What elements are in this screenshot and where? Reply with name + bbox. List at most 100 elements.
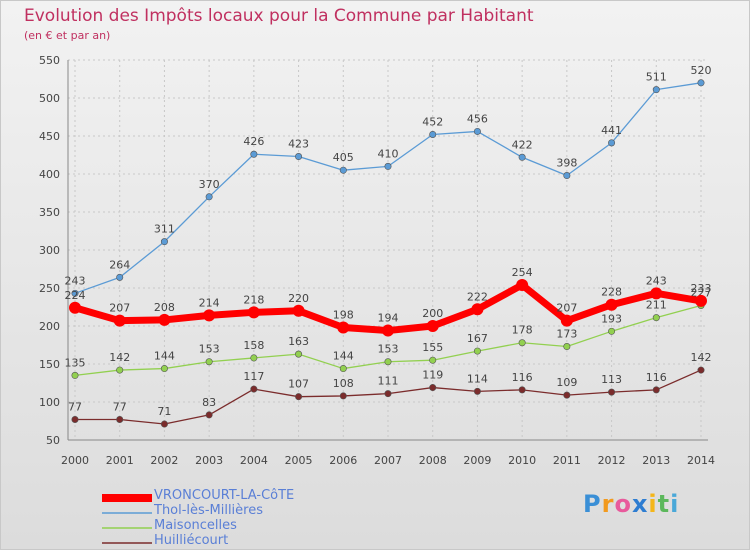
series-0-point-8 bbox=[426, 320, 439, 332]
y-tick-label-9: 500 bbox=[39, 92, 60, 105]
series-2-point-3 bbox=[205, 358, 213, 366]
series-1-data-label-9: 456 bbox=[467, 112, 488, 125]
x-tick-label-7: 2007 bbox=[374, 454, 402, 467]
x-tick-label-0: 2000 bbox=[61, 454, 89, 467]
series-2-data-label-12: 193 bbox=[601, 312, 622, 325]
series-0-data-label-9: 222 bbox=[467, 290, 488, 303]
legend-swatch-0 bbox=[102, 494, 152, 502]
series-0-data-label-11: 207 bbox=[556, 302, 577, 315]
series-3-data-label-9: 114 bbox=[467, 372, 488, 385]
series-0-data-label-8: 200 bbox=[422, 307, 443, 320]
legend-label-2: Maisoncelles bbox=[154, 518, 237, 533]
series-1-point-9 bbox=[473, 127, 481, 135]
series-1-point-0 bbox=[71, 289, 79, 297]
x-tick-label-12: 2012 bbox=[598, 454, 626, 467]
series-3-point-8 bbox=[429, 384, 437, 392]
series-3-point-1 bbox=[116, 415, 124, 423]
series-2-point-5 bbox=[295, 350, 303, 358]
series-3-data-label-1: 77 bbox=[113, 400, 127, 413]
series-1-data-label-14: 520 bbox=[691, 64, 712, 77]
series-1-point-8 bbox=[429, 130, 437, 138]
series-2-data-label-6: 144 bbox=[333, 350, 354, 363]
series-2-data-label-11: 173 bbox=[556, 328, 577, 341]
legend-item-2: Maisoncelles bbox=[102, 518, 402, 533]
y-tick-label-7: 400 bbox=[39, 168, 60, 181]
x-tick-label-1: 2001 bbox=[106, 454, 134, 467]
series-0-data-label-3: 214 bbox=[199, 296, 220, 309]
series-1-point-11 bbox=[563, 172, 571, 180]
series-2-point-1 bbox=[116, 366, 124, 374]
legend-label-0: VRONCOURT-LA-CôTE bbox=[154, 488, 295, 503]
series-0-point-1 bbox=[113, 314, 126, 327]
series-1-point-1 bbox=[116, 273, 124, 281]
series-0-data-label-13: 243 bbox=[646, 274, 667, 287]
series-1-point-5 bbox=[295, 153, 303, 161]
series-0-data-label-0: 224 bbox=[65, 289, 86, 302]
series-0-point-4 bbox=[247, 306, 260, 319]
series-0-data-label-14: 233 bbox=[691, 282, 712, 295]
x-tick-label-14: 2014 bbox=[687, 454, 715, 467]
series-3-point-11 bbox=[563, 391, 571, 399]
series-2-data-label-14: 227 bbox=[691, 286, 712, 299]
series-1-data-label-12: 441 bbox=[601, 124, 622, 137]
series-3-point-4 bbox=[250, 385, 258, 393]
y-tick-label-5: 300 bbox=[39, 244, 60, 257]
legend-item-1: Thol-lès-Millières bbox=[102, 503, 402, 518]
series-1-data-label-8: 452 bbox=[422, 115, 443, 128]
series-0-data-label-10: 254 bbox=[512, 266, 533, 279]
series-1-data-label-6: 405 bbox=[333, 151, 354, 164]
series-1-point-7 bbox=[384, 162, 392, 170]
series-2-data-label-7: 153 bbox=[378, 343, 399, 356]
series-3-point-14 bbox=[697, 366, 705, 374]
x-tick-label-4: 2004 bbox=[240, 454, 268, 467]
series-1-data-label-11: 398 bbox=[556, 157, 577, 170]
series-1-data-label-0: 243 bbox=[65, 274, 86, 287]
legend-label-3: Huilliécourt bbox=[154, 533, 229, 548]
series-3-data-label-8: 119 bbox=[422, 369, 443, 382]
series-0-point-11 bbox=[560, 314, 573, 327]
series-0-point-0 bbox=[69, 301, 81, 314]
series-2-point-9 bbox=[473, 347, 481, 355]
series-1-data-label-3: 370 bbox=[199, 178, 220, 191]
series-2-point-13 bbox=[652, 314, 660, 322]
series-3-point-0 bbox=[71, 415, 79, 423]
series-1-data-label-2: 311 bbox=[154, 223, 175, 236]
series-2-point-8 bbox=[429, 356, 437, 364]
y-tick-label-3: 200 bbox=[39, 320, 60, 333]
legend-label-1: Thol-lès-Millières bbox=[154, 503, 264, 518]
series-3-data-label-4: 117 bbox=[243, 370, 264, 383]
series-3-data-label-5: 107 bbox=[288, 378, 309, 391]
chart-subtitle: (en € et par an) bbox=[24, 29, 111, 42]
series-1-point-14 bbox=[697, 79, 705, 87]
legend-swatch-2 bbox=[102, 527, 152, 529]
legend-item-0: VRONCOURT-LA-CôTE bbox=[102, 488, 402, 503]
series-2-point-12 bbox=[608, 327, 616, 335]
series-2-data-label-3: 153 bbox=[199, 343, 220, 356]
series-3-point-7 bbox=[384, 390, 392, 398]
series-3-point-2 bbox=[160, 420, 168, 428]
series-3-data-label-13: 116 bbox=[646, 371, 667, 384]
series-3-data-label-11: 109 bbox=[556, 376, 577, 389]
series-3-data-label-3: 83 bbox=[202, 396, 216, 409]
series-0-point-9 bbox=[471, 303, 484, 316]
x-tick-label-2: 2002 bbox=[150, 454, 178, 467]
series-2-point-11 bbox=[563, 343, 571, 351]
series-3-point-5 bbox=[295, 393, 303, 401]
x-tick-label-11: 2011 bbox=[553, 454, 581, 467]
series-3-data-label-2: 71 bbox=[157, 405, 171, 418]
y-tick-label-2: 150 bbox=[39, 358, 60, 371]
series-2-data-label-13: 211 bbox=[646, 299, 667, 312]
x-tick-label-13: 2013 bbox=[642, 454, 670, 467]
y-tick-label-0: 50 bbox=[46, 434, 60, 447]
y-tick-label-10: 550 bbox=[39, 54, 60, 67]
proxiti-logo: Proxiti bbox=[583, 490, 680, 518]
series-3-point-12 bbox=[608, 388, 616, 396]
series-2-data-label-8: 155 bbox=[422, 341, 443, 354]
series-1-data-label-1: 264 bbox=[109, 258, 130, 271]
x-tick-label-10: 2010 bbox=[508, 454, 536, 467]
chart-title: Evolution des Impôts locaux pour la Comm… bbox=[24, 6, 534, 26]
series-0-point-12 bbox=[605, 298, 618, 311]
series-3-data-label-0: 77 bbox=[68, 400, 82, 413]
series-2-data-label-9: 167 bbox=[467, 332, 488, 345]
legend-item-3: Huilliécourt bbox=[102, 533, 402, 548]
